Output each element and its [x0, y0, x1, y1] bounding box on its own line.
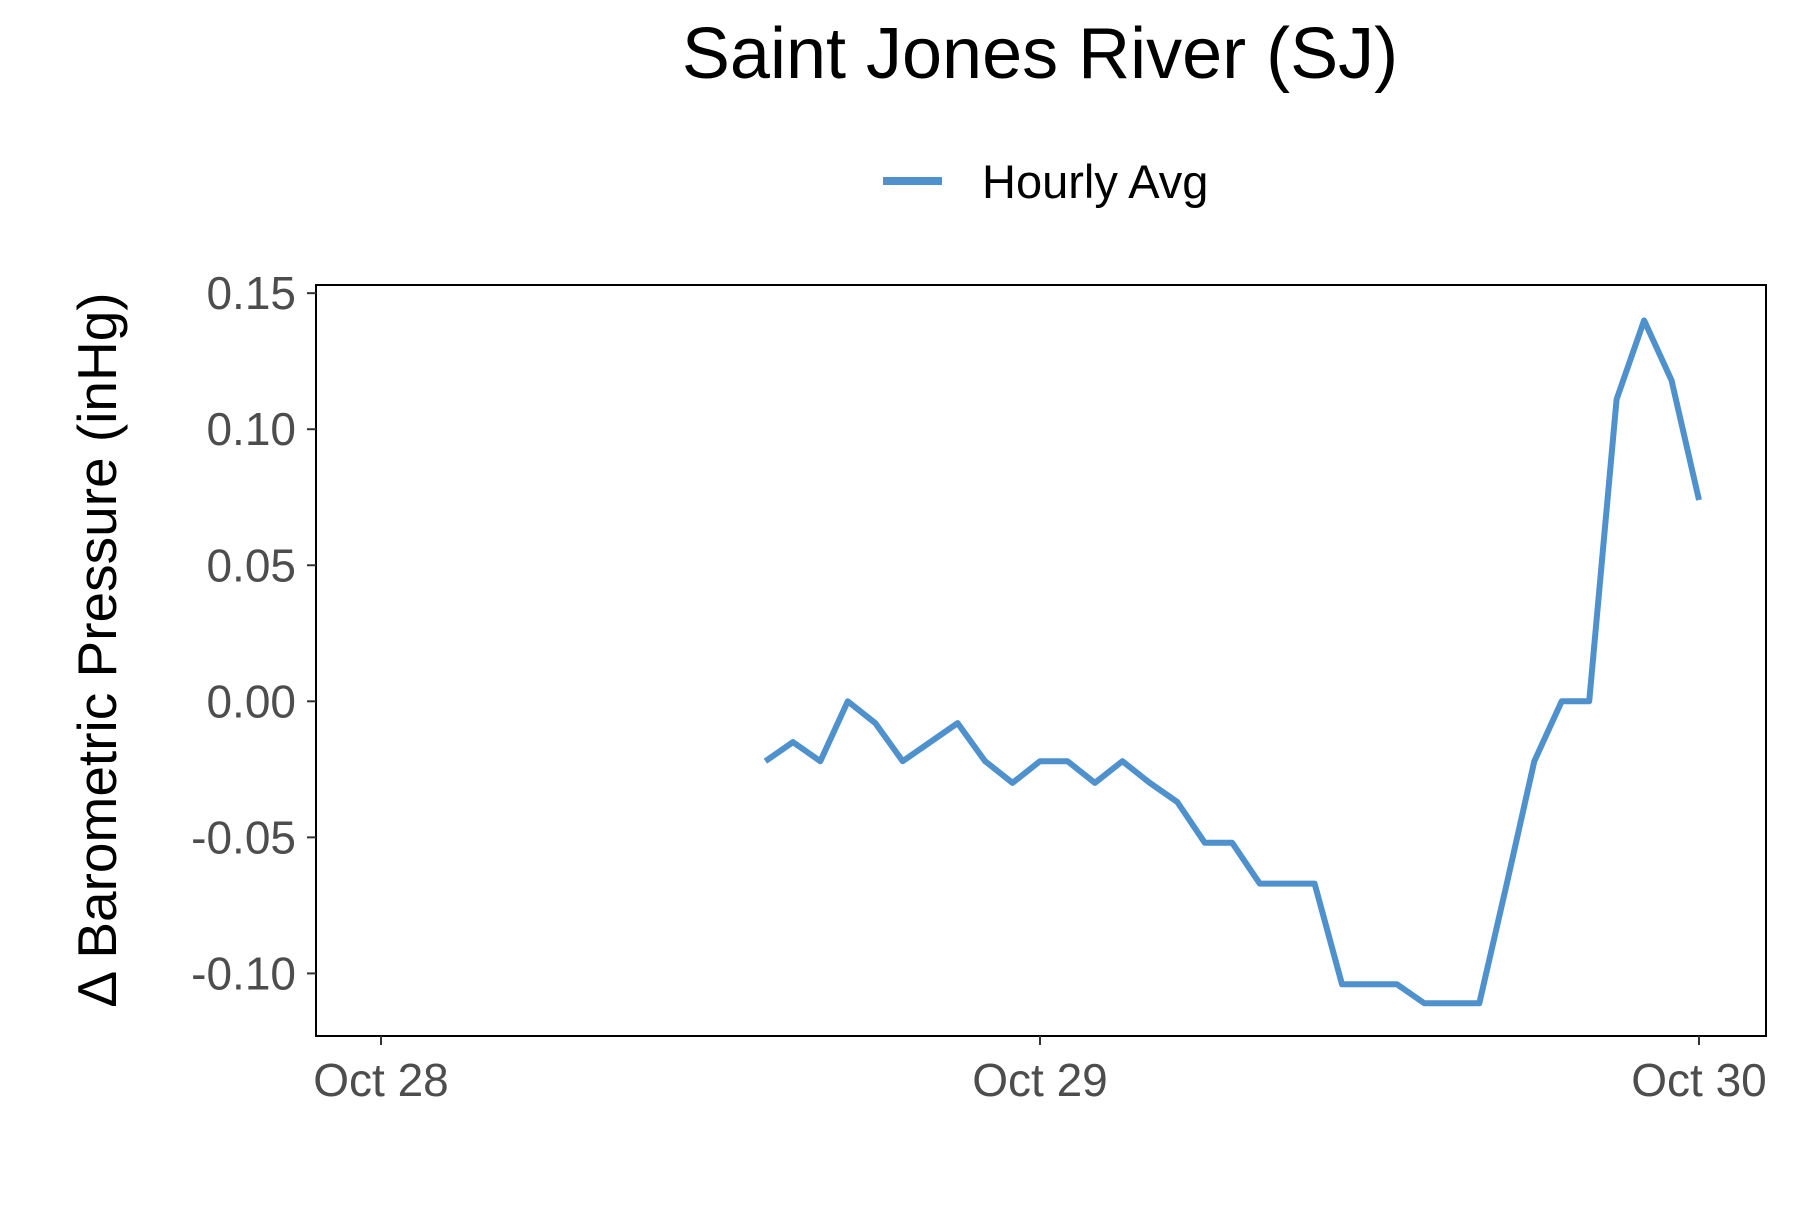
y-tick-label: 0.15: [206, 267, 296, 319]
chart-title: Saint Jones River (SJ): [682, 14, 1398, 94]
x-tick-label: Oct 30: [1631, 1054, 1767, 1106]
y-tick-label: -0.10: [191, 947, 296, 999]
y-tick-label: 0.05: [206, 539, 296, 591]
legend-label-hourly-avg: Hourly Avg: [982, 155, 1208, 208]
y-tick-label: 0.00: [206, 675, 296, 727]
x-tick-label: Oct 28: [313, 1054, 449, 1106]
legend: Hourly Avg: [883, 155, 1208, 208]
y-tick-label: 0.10: [206, 403, 296, 455]
y-axis: -0.10 -0.05 0.00 0.05 0.10 0.15: [191, 267, 316, 999]
x-axis: Oct 28 Oct 29 Oct 30: [313, 1036, 1767, 1106]
x-tick-label: Oct 29: [972, 1054, 1108, 1106]
series-layer: [763, 317, 1702, 1007]
series-line-hourly-avg: [763, 317, 1702, 1007]
y-tick-label: -0.05: [191, 811, 296, 863]
y-axis-title: Δ Barometric Pressure (inHg): [66, 292, 128, 1007]
